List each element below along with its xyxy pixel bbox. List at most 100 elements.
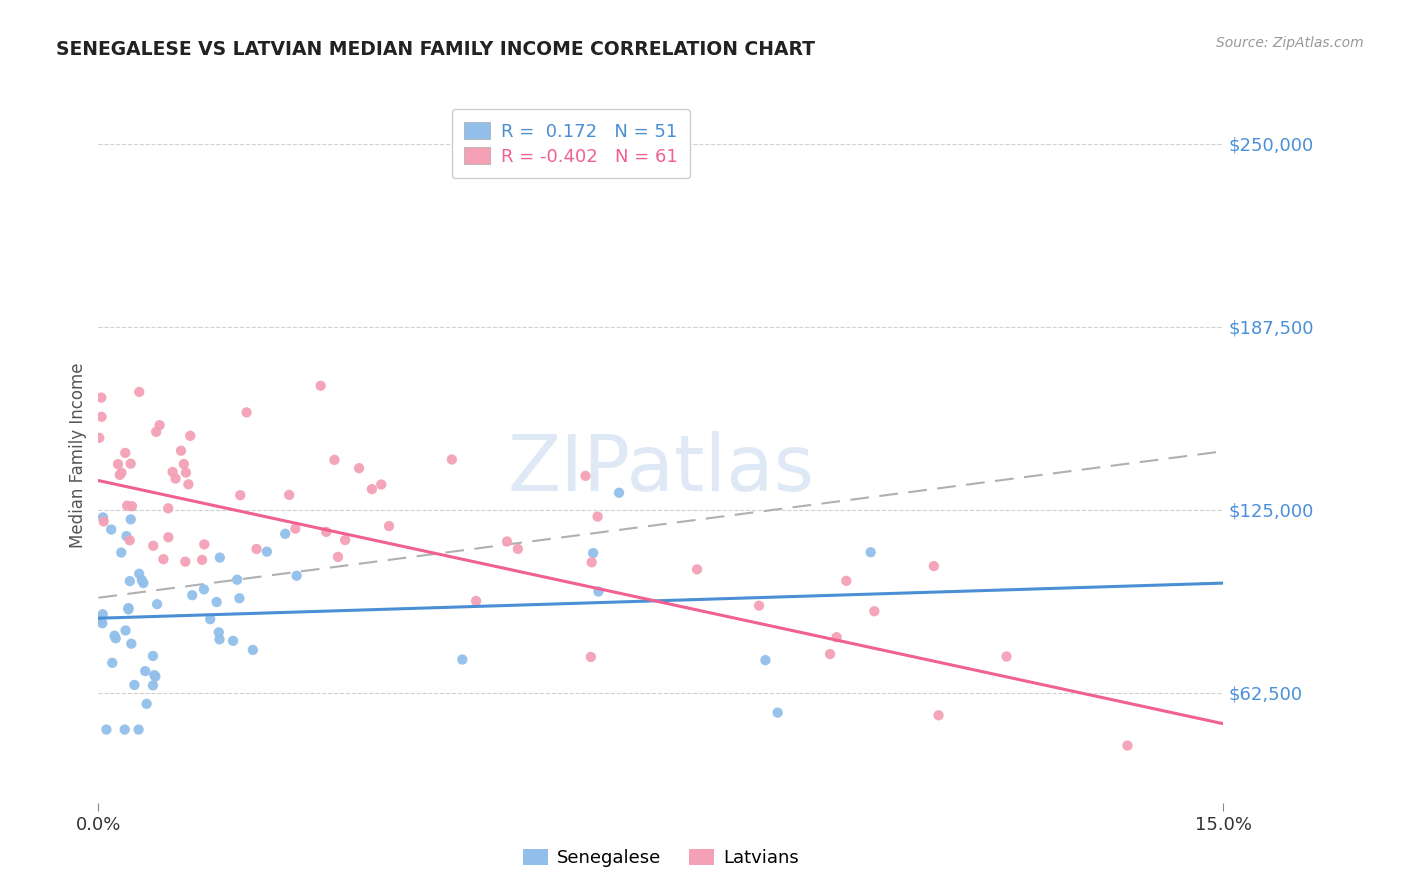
Point bbox=[108, 467, 131, 482]
Point bbox=[115, 529, 138, 543]
Point bbox=[451, 652, 474, 666]
Point bbox=[686, 562, 709, 576]
Point bbox=[124, 678, 146, 692]
Point bbox=[131, 573, 153, 587]
Point bbox=[143, 668, 166, 682]
Point bbox=[157, 501, 180, 516]
Point bbox=[496, 534, 519, 549]
Point bbox=[120, 637, 142, 651]
Point bbox=[142, 678, 165, 692]
Y-axis label: Median Family Income: Median Family Income bbox=[69, 362, 87, 548]
Text: ZIPatlas: ZIPatlas bbox=[508, 431, 814, 507]
Point bbox=[200, 612, 222, 626]
Point bbox=[588, 584, 610, 599]
Point bbox=[103, 629, 125, 643]
Point bbox=[89, 614, 111, 628]
Point bbox=[90, 391, 112, 405]
Point bbox=[174, 466, 197, 480]
Point bbox=[748, 599, 770, 613]
Point bbox=[360, 482, 382, 496]
Point bbox=[347, 461, 370, 475]
Point bbox=[766, 706, 789, 720]
Point bbox=[309, 378, 332, 392]
Point bbox=[174, 555, 197, 569]
Point bbox=[132, 576, 155, 591]
Point bbox=[118, 533, 141, 548]
Point bbox=[754, 653, 776, 667]
Point bbox=[205, 595, 228, 609]
Point bbox=[152, 552, 174, 566]
Point bbox=[863, 604, 886, 618]
Point bbox=[117, 601, 139, 615]
Point bbox=[333, 533, 356, 547]
Point bbox=[118, 574, 141, 588]
Point bbox=[134, 664, 156, 678]
Point bbox=[285, 568, 308, 582]
Point bbox=[128, 566, 150, 581]
Point bbox=[165, 472, 187, 486]
Point bbox=[162, 465, 184, 479]
Point bbox=[121, 500, 143, 514]
Point bbox=[114, 723, 136, 737]
Text: Source: ZipAtlas.com: Source: ZipAtlas.com bbox=[1216, 36, 1364, 50]
Legend: R =  0.172   N = 51, R = -0.402   N = 61: R = 0.172 N = 51, R = -0.402 N = 61 bbox=[451, 109, 690, 178]
Point bbox=[284, 522, 307, 536]
Point bbox=[274, 526, 297, 541]
Point bbox=[146, 597, 169, 611]
Point bbox=[229, 488, 252, 502]
Point bbox=[859, 545, 882, 559]
Point bbox=[228, 591, 250, 606]
Point bbox=[506, 541, 529, 556]
Point bbox=[256, 544, 278, 558]
Point bbox=[120, 512, 142, 526]
Point bbox=[142, 648, 165, 663]
Point bbox=[104, 632, 127, 646]
Point bbox=[465, 594, 488, 608]
Point bbox=[191, 553, 214, 567]
Point bbox=[326, 549, 349, 564]
Point bbox=[117, 602, 139, 616]
Point bbox=[91, 616, 114, 631]
Point bbox=[100, 523, 122, 537]
Point bbox=[107, 457, 129, 471]
Point bbox=[582, 546, 605, 560]
Point bbox=[135, 697, 157, 711]
Point bbox=[110, 545, 132, 559]
Text: SENEGALESE VS LATVIAN MEDIAN FAMILY INCOME CORRELATION CHART: SENEGALESE VS LATVIAN MEDIAN FAMILY INCO… bbox=[56, 40, 815, 59]
Point bbox=[91, 607, 114, 622]
Point bbox=[91, 510, 114, 524]
Point bbox=[586, 509, 609, 524]
Point bbox=[128, 723, 150, 737]
Point bbox=[177, 477, 200, 491]
Point bbox=[323, 453, 346, 467]
Point bbox=[93, 515, 115, 529]
Point bbox=[170, 443, 193, 458]
Point bbox=[835, 574, 858, 588]
Point bbox=[149, 418, 172, 433]
Point bbox=[89, 431, 111, 445]
Point bbox=[579, 650, 602, 665]
Point bbox=[96, 723, 118, 737]
Point bbox=[226, 573, 249, 587]
Point bbox=[208, 625, 231, 640]
Point bbox=[114, 446, 136, 460]
Point bbox=[181, 588, 204, 602]
Point bbox=[235, 405, 257, 419]
Point bbox=[825, 630, 848, 644]
Point bbox=[101, 656, 124, 670]
Point bbox=[922, 559, 945, 574]
Point bbox=[173, 457, 195, 471]
Point bbox=[193, 582, 215, 597]
Point bbox=[115, 499, 138, 513]
Point bbox=[208, 632, 231, 647]
Point bbox=[90, 409, 112, 424]
Point bbox=[995, 649, 1018, 664]
Point bbox=[315, 524, 337, 539]
Point bbox=[242, 643, 264, 657]
Point bbox=[145, 669, 167, 683]
Point bbox=[581, 555, 603, 569]
Point bbox=[193, 537, 215, 551]
Point bbox=[245, 541, 267, 556]
Point bbox=[142, 539, 165, 553]
Point bbox=[370, 477, 392, 491]
